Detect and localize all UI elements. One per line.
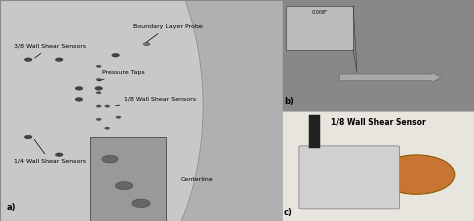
Text: 3/8 Wall Shear Sensors: 3/8 Wall Shear Sensors <box>14 44 86 58</box>
Text: 1/8 Wall Shear Sensors: 1/8 Wall Shear Sensors <box>116 97 196 106</box>
Text: 1/8 Wall Shear Sensor: 1/8 Wall Shear Sensor <box>331 117 425 126</box>
Text: Centerline: Centerline <box>181 177 214 181</box>
Text: 1/4 Wall Shear Sensors: 1/4 Wall Shear Sensors <box>14 139 86 164</box>
Circle shape <box>96 118 101 120</box>
Circle shape <box>132 199 150 208</box>
Bar <box>286 6 353 50</box>
Ellipse shape <box>0 0 203 221</box>
Circle shape <box>75 98 83 101</box>
Circle shape <box>143 43 150 46</box>
Circle shape <box>102 155 118 163</box>
Text: b): b) <box>284 97 294 106</box>
Circle shape <box>105 127 109 129</box>
FancyArrow shape <box>339 72 441 82</box>
Bar <box>309 115 320 148</box>
Circle shape <box>95 87 102 90</box>
Text: Boundary Layer Probe: Boundary Layer Probe <box>133 24 202 42</box>
Bar <box>90 137 166 221</box>
Circle shape <box>116 116 121 118</box>
Text: 0.008": 0.008" <box>311 10 328 15</box>
Bar <box>282 110 474 221</box>
Text: c): c) <box>284 208 293 217</box>
FancyBboxPatch shape <box>299 146 400 209</box>
Circle shape <box>55 153 63 156</box>
Circle shape <box>112 53 119 57</box>
Text: a): a) <box>7 203 17 212</box>
Ellipse shape <box>378 155 455 194</box>
Bar <box>282 0 474 110</box>
Circle shape <box>96 105 101 107</box>
Circle shape <box>75 87 83 90</box>
Circle shape <box>96 65 101 67</box>
Circle shape <box>115 182 133 190</box>
Circle shape <box>25 58 32 61</box>
Circle shape <box>105 105 109 107</box>
Circle shape <box>25 135 32 139</box>
Circle shape <box>55 58 63 61</box>
Text: Pressure Taps: Pressure Taps <box>99 70 144 81</box>
Bar <box>0 0 282 221</box>
Circle shape <box>96 92 101 94</box>
Circle shape <box>96 78 101 81</box>
